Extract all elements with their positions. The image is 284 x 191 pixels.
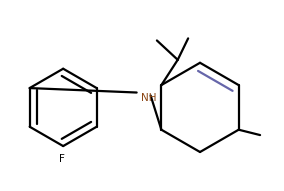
Text: F: F — [59, 154, 65, 164]
Text: NH: NH — [141, 93, 156, 103]
